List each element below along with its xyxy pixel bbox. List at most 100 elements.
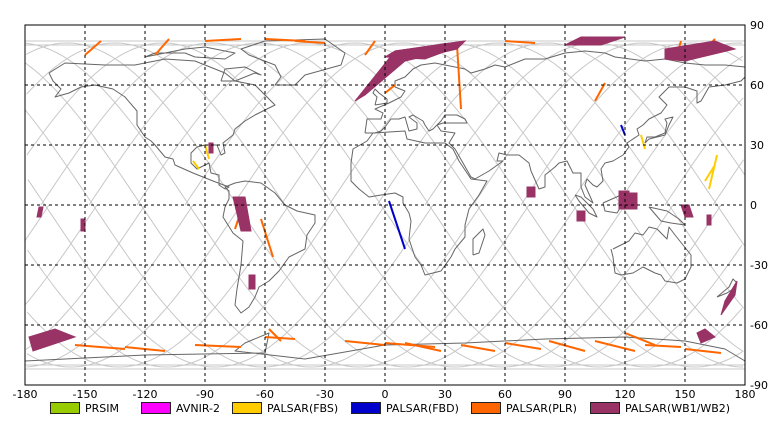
plr-swath: [504, 342, 542, 350]
legend-item-palsar-fbs: PALSAR(FBS): [232, 400, 338, 416]
coastline: [222, 180, 316, 314]
lat-tick-label: -60: [750, 319, 768, 332]
wb-swath: [248, 274, 256, 290]
lon-tick-label: -150: [73, 388, 98, 401]
plr-swath: [74, 344, 126, 350]
plr-swath: [264, 336, 296, 340]
legend-item-palsar-fbd: PALSAR(FBD): [351, 400, 459, 416]
wb-swath: [564, 36, 626, 46]
lon-tick-label: -90: [196, 388, 214, 401]
orbit-track: [376, 42, 718, 206]
coastline: [372, 88, 388, 106]
lat-tick-label: 60: [750, 79, 764, 92]
plr-swath: [404, 342, 442, 352]
coastline: [350, 130, 488, 276]
legend-item-avnir2: AVNIR-2: [141, 400, 220, 416]
fbs-swath: [204, 144, 210, 160]
plr-swath: [194, 344, 242, 348]
lat-tick-label: 30: [750, 139, 764, 152]
plr-swath: [204, 38, 242, 42]
legend-label-palsar-plr: PALSAR(PLR): [506, 401, 577, 415]
orbit-track: [140, 204, 482, 368]
coastline: [24, 332, 746, 362]
plr-swath: [504, 40, 536, 44]
wb-swath: [80, 218, 86, 232]
coastline: [610, 226, 692, 284]
legend-label-palsar-fbd: PALSAR(FBD): [386, 401, 459, 415]
fbd-swath: [620, 124, 626, 136]
lon-tick-label: 150: [675, 388, 696, 401]
lat-tick-label: -90: [750, 379, 768, 392]
lat-tick-label: 90: [750, 19, 764, 32]
plr-swath: [460, 344, 496, 352]
plr-swath: [154, 38, 170, 56]
legend-label-palsar-fbs: PALSAR(FBS): [267, 401, 339, 415]
coastline: [144, 46, 236, 60]
orbit-track: [332, 204, 674, 368]
plr-swath: [624, 332, 656, 346]
wb-swath: [36, 206, 44, 218]
legend-swatch-palsar-fbs: [232, 402, 262, 414]
fbs-swath: [704, 164, 716, 182]
graticule: [25, 25, 745, 385]
fbs-swath: [708, 154, 718, 190]
legend-item-palsar-wb: PALSAR(WB1/WB2): [590, 400, 730, 416]
legend-swatch-palsar-plr: [471, 402, 501, 414]
plr-swath: [344, 340, 386, 346]
coastlines: [24, 38, 746, 362]
wb-swath: [28, 328, 77, 352]
lon-tick-label: 60: [498, 388, 512, 401]
plr-swath: [548, 340, 586, 352]
orbit-track: [92, 204, 434, 368]
longitude-tick-labels: -180 -150 -120 -90 -60 -30 0 30 60 90 120 150 180: [13, 388, 756, 401]
orbit-track: [380, 204, 722, 368]
orbit-track: [328, 42, 670, 206]
orbit-track: [232, 42, 574, 206]
lon-tick-label: 120: [615, 388, 636, 401]
plr-swath: [364, 40, 376, 56]
plr-swath: [268, 328, 282, 342]
lon-tick-label: 30: [438, 388, 452, 401]
map-frame: [24, 24, 746, 386]
legend-item-palsar-plr: PALSAR(PLR): [471, 400, 577, 416]
lon-tick-label: 90: [558, 388, 572, 401]
lat-tick-label: 0: [750, 199, 757, 212]
legend-label-palsar-wb: PALSAR(WB1/WB2): [625, 401, 731, 415]
legend-swatch-palsar-wb: [590, 402, 620, 414]
wb-swath: [696, 328, 716, 344]
fbd-swath: [388, 200, 406, 250]
orbit-track: [40, 42, 382, 206]
plr-swath: [644, 344, 682, 348]
coastline: [644, 116, 674, 144]
lon-tick-label: 180: [735, 388, 756, 401]
lat-tick-label: -30: [750, 259, 768, 272]
legend-label-prsim: PRSIM: [85, 401, 119, 415]
orbit-track: [24, 42, 742, 206]
fbs-swath: [640, 134, 646, 150]
coastline: [472, 228, 486, 256]
plr-swath: [594, 82, 606, 102]
coastline: [574, 194, 598, 218]
coastline: [220, 66, 262, 82]
orbit-track: [26, 204, 744, 368]
wb-swath: [720, 280, 738, 316]
plr-swath: [594, 340, 636, 352]
orbit-track: [44, 204, 386, 368]
legend-swatch-avnir2: [141, 402, 171, 414]
coastline: [48, 58, 276, 190]
legend: PRSIM AVNIR-2 PALSAR(FBS) PALSAR(FBD) PA…: [0, 400, 770, 420]
legend-swatch-palsar-fbd: [351, 402, 381, 414]
orbit-track: [284, 204, 626, 368]
lon-tick-label: -60: [256, 388, 274, 401]
orbit-track: [136, 42, 478, 206]
fbs-swath: [192, 160, 200, 170]
latitude-tick-labels: 90 60 30 0 -30 -60 -90: [750, 19, 768, 392]
plr-swath: [384, 84, 396, 94]
plr-swath: [294, 40, 326, 44]
lon-tick-label: -30: [316, 388, 334, 401]
orbit-track: [25, 42, 744, 206]
wb-swath: [664, 40, 737, 62]
lon-tick-label: -180: [13, 388, 38, 401]
wb-swath: [624, 192, 638, 210]
